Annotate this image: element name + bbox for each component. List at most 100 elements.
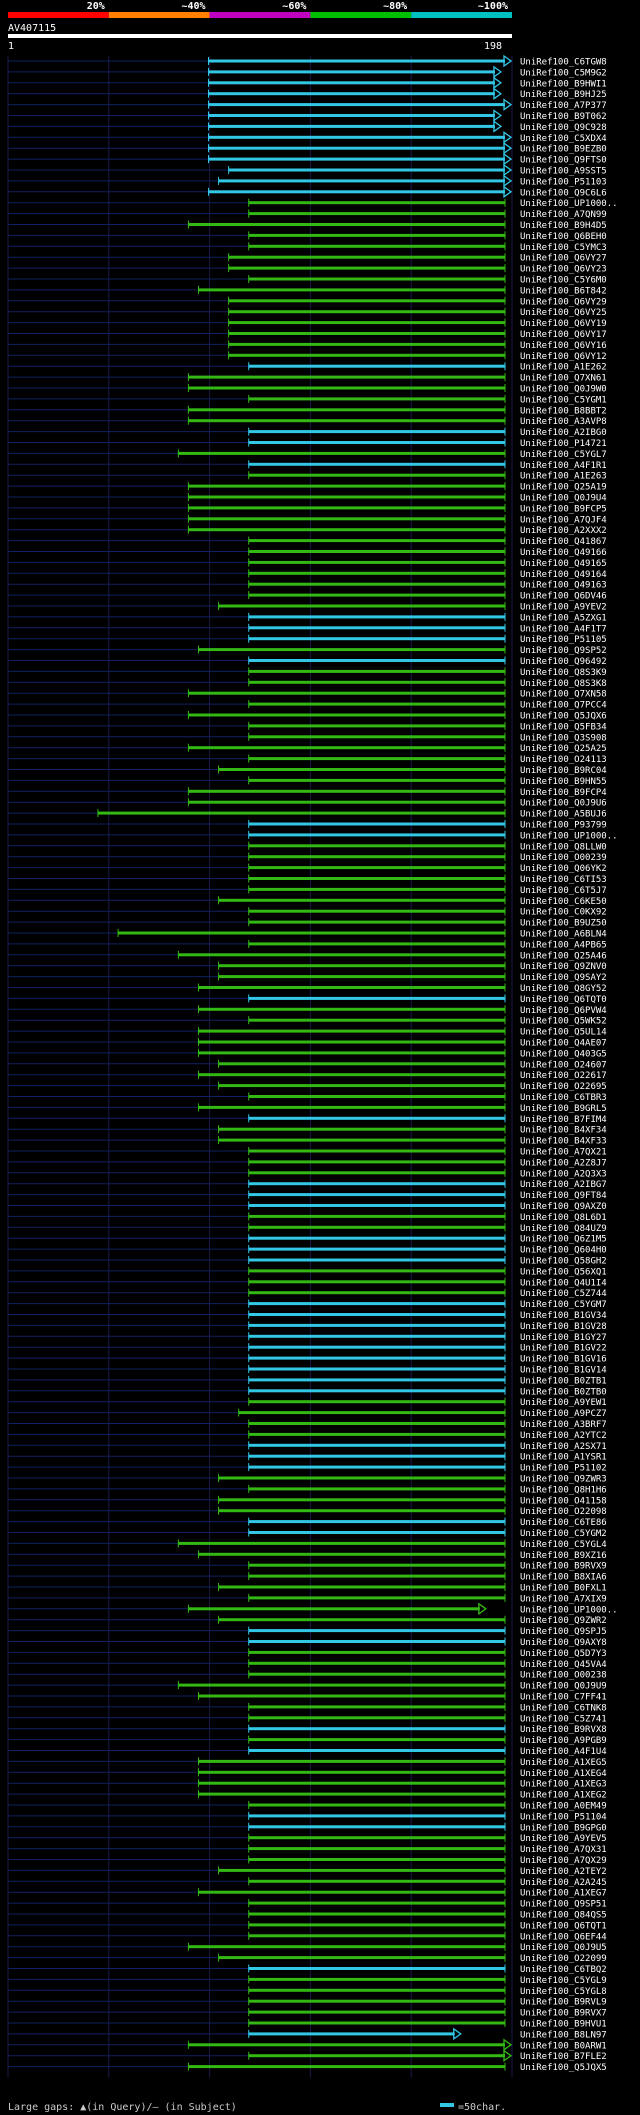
hit-bar xyxy=(248,1280,506,1284)
hit-bar xyxy=(208,103,505,107)
hit-label: UniRef100_B4XF34 xyxy=(520,1126,607,1136)
hit-bar xyxy=(248,2032,455,2036)
hit-label: UniRef100_Q5UL14 xyxy=(520,1028,607,1038)
hit-bar xyxy=(248,233,506,237)
hit-end-arrow xyxy=(493,109,503,122)
hit-label: UniRef100_Q56XQ1 xyxy=(520,1267,607,1277)
hit-label: UniRef100_B1GV34 xyxy=(520,1311,607,1321)
hit-bar xyxy=(218,1127,506,1131)
hit-bar xyxy=(178,953,505,957)
scale-legend: =50char. xyxy=(458,2102,506,2113)
hit-bar xyxy=(188,789,506,793)
hit-bar xyxy=(218,179,506,183)
hit-label: UniRef100_Q84UZ9 xyxy=(520,1224,607,1234)
hit-bar xyxy=(248,942,506,946)
hit-bar xyxy=(248,1171,506,1175)
hit-label: UniRef100_B8XIA6 xyxy=(520,1573,607,1583)
hit-bar xyxy=(218,1084,506,1088)
hit-label: UniRef100_Q4AE07 xyxy=(520,1039,607,1049)
hit-bar xyxy=(248,1193,506,1197)
hit-label: UniRef100_Q9FTS0 xyxy=(520,156,607,166)
hit-label: UniRef100_B1GV22 xyxy=(520,1344,607,1354)
hit-label: UniRef100_C6TBR3 xyxy=(520,1093,607,1103)
hit-label: UniRef100_B9FCP5 xyxy=(520,504,607,514)
hit-bar xyxy=(248,571,506,575)
hit-label: UniRef100_O00238 xyxy=(520,1671,607,1681)
hit-end-arrow xyxy=(453,2027,462,2041)
hit-label: UniRef100_B9H4D5 xyxy=(520,221,607,231)
hit-label: UniRef100_B1GV28 xyxy=(520,1322,607,1332)
hit-bar xyxy=(218,1138,506,1142)
hit-label: UniRef100_A2YTC2 xyxy=(520,1431,607,1441)
hit-label: UniRef100_B9GRL5 xyxy=(520,1104,607,1114)
hit-label: UniRef100_Q49166 xyxy=(520,548,607,558)
hit-bar xyxy=(248,909,506,913)
hit-bar xyxy=(188,495,506,499)
hit-end-arrow xyxy=(478,1602,487,1616)
scale-label: 20% xyxy=(87,1,105,12)
hit-label: UniRef100_A1YSR1 xyxy=(520,1453,607,1463)
hit-bar xyxy=(248,1858,506,1861)
hit-end-arrow xyxy=(493,76,503,90)
hit-bar xyxy=(248,550,506,553)
hit-label: UniRef100_Q9AXZ0 xyxy=(520,1202,607,1212)
hit-label: UniRef100_C5YGL7 xyxy=(520,450,607,460)
hit-label: UniRef100_Q9ZNV0 xyxy=(520,962,607,972)
hit-bar xyxy=(248,615,506,619)
hit-bar xyxy=(248,1160,506,1164)
hit-label: UniRef100_Q8GY52 xyxy=(520,984,607,994)
hit-end-arrow xyxy=(503,2038,513,2052)
hit-label: UniRef100_Q8L6D1 xyxy=(520,1213,607,1223)
hit-bar xyxy=(218,975,506,979)
hit-bar xyxy=(198,1105,505,1109)
hit-end-arrow xyxy=(503,2049,513,2062)
hit-bar xyxy=(248,1999,506,2003)
hit-label: UniRef100_A9YEV2 xyxy=(520,603,607,613)
hit-bar xyxy=(248,724,506,728)
hit-bar xyxy=(198,1792,505,1796)
hit-bar xyxy=(248,212,506,216)
hit-bar xyxy=(248,1847,506,1851)
hit-label: UniRef100_Q84QS5 xyxy=(520,1911,607,1921)
hit-label: UniRef100_A1E262 xyxy=(520,363,607,373)
hit-label: UniRef100_C6TE86 xyxy=(520,1518,607,1528)
scale-bar xyxy=(440,2103,454,2107)
hit-bar xyxy=(178,1541,505,1545)
hit-bar xyxy=(248,1705,506,1709)
hit-label: UniRef100_Q5FB34 xyxy=(520,722,607,732)
scale-segment xyxy=(310,12,412,18)
hit-label: UniRef100_P51103 xyxy=(520,177,607,187)
hit-label: UniRef100_A1XEG4 xyxy=(520,1769,607,1779)
hit-label: UniRef100_B9RVL9 xyxy=(520,1998,607,2008)
hit-label: UniRef100_A4PB65 xyxy=(520,940,607,950)
hit-bar xyxy=(248,430,506,434)
hit-bar xyxy=(248,560,506,564)
hit-bar xyxy=(218,1868,506,1872)
hit-label: UniRef100_A2IBG7 xyxy=(520,1180,607,1190)
hit-bar xyxy=(198,1770,505,1774)
hit-bar xyxy=(188,506,506,510)
hit-label: UniRef100_B9UZ50 xyxy=(520,919,607,929)
hit-label: UniRef100_Q403G5 xyxy=(520,1049,607,1059)
hit-bar xyxy=(188,484,506,488)
hit-label: UniRef100_Q9C6L6 xyxy=(520,188,607,198)
hit-label: UniRef100_B1GV14 xyxy=(520,1366,607,1376)
hit-bar xyxy=(228,321,505,325)
hit-bar xyxy=(248,1465,506,1469)
hit-bar xyxy=(248,462,506,466)
hit-bar xyxy=(248,2054,506,2058)
hit-label: UniRef100_Q9C928 xyxy=(520,123,607,133)
hit-label: UniRef100_O24113 xyxy=(520,755,607,765)
hit-label: UniRef100_A1XEG3 xyxy=(520,1780,607,1790)
hit-bar xyxy=(228,255,505,259)
hit-label: UniRef100_Q6TQT1 xyxy=(520,1921,607,1931)
hit-bar xyxy=(248,593,506,597)
hit-bar xyxy=(218,768,506,771)
hit-bar xyxy=(248,1302,506,1306)
hit-label: UniRef100_P51102 xyxy=(520,1464,607,1474)
hit-bar xyxy=(248,1236,506,1240)
hit-label: UniRef100_Q9SP52 xyxy=(520,646,607,656)
hit-bar xyxy=(248,1454,506,1458)
hit-label: UniRef100_C5Z744 xyxy=(520,1289,607,1299)
